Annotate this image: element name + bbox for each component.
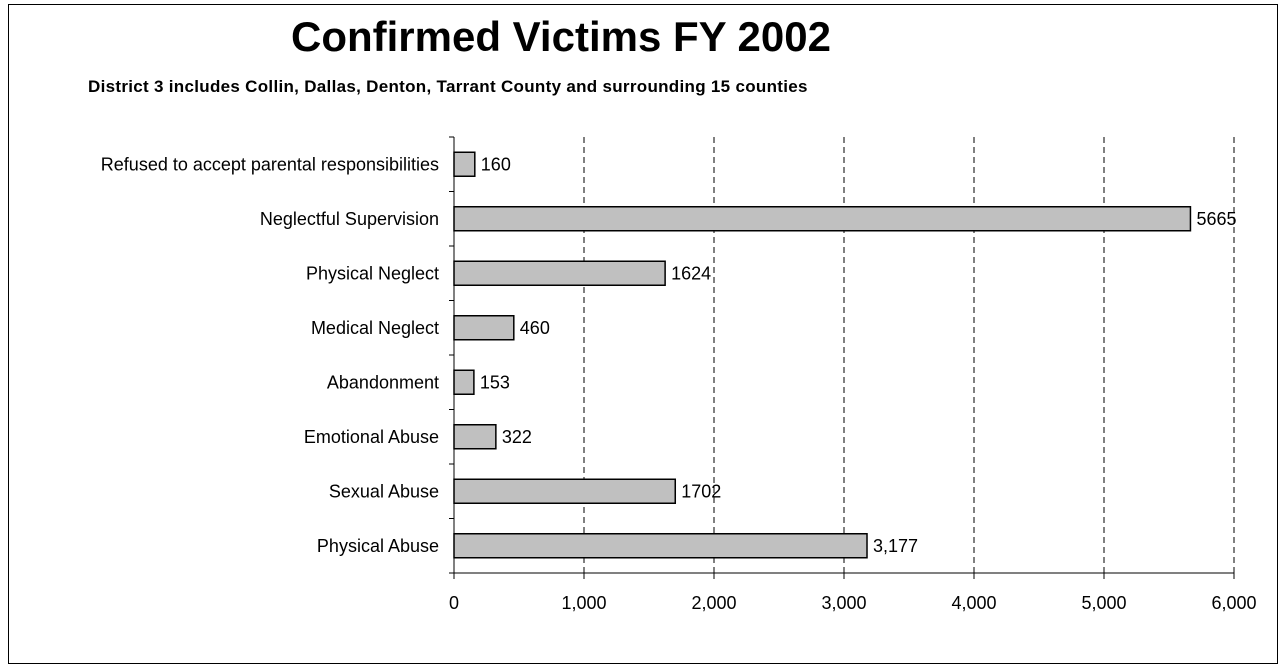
x-tick-label: 4,000 [951,593,996,613]
bar [453,206,1192,232]
data-label: 460 [520,318,550,338]
chart-subtitle: District 3 includes Collin, Dallas, Dent… [88,77,808,96]
data-label: 322 [502,427,532,447]
category-label: Abandonment [327,372,439,392]
category-label: Sexual Abuse [329,481,439,501]
x-tick-label: 2,000 [691,593,736,613]
chart-title: Confirmed Victims FY 2002 [291,13,831,60]
x-tick-label: 0 [449,593,459,613]
bar [453,533,868,559]
category-label: Emotional Abuse [304,427,439,447]
x-tick-label: 3,000 [821,593,866,613]
data-label: 3,177 [873,536,918,556]
data-label: 1624 [671,263,711,283]
category-label: Neglectful Supervision [260,209,439,229]
data-label: 153 [480,372,510,392]
data-label: 160 [481,154,511,174]
category-label: Physical Abuse [317,536,439,556]
category-label: Physical Neglect [306,263,439,283]
x-tick-label: 5,000 [1081,593,1126,613]
data-label: 1702 [681,481,721,501]
category-label: Refused to accept parental responsibilit… [101,154,439,174]
bar [453,315,515,341]
category-label: Medical Neglect [311,318,439,338]
bar [453,151,476,177]
x-tick-label: 6,000 [1211,593,1256,613]
bar [453,424,497,450]
bar [453,260,666,286]
bar [453,369,475,395]
bar-chart-plot: 0 1,000 2,000 3,000 4,000 5,000 6,000 Refused t… [101,136,1257,613]
x-tick-label: 1,000 [561,593,606,613]
data-label: 5665 [1196,209,1236,229]
bar [453,478,677,504]
